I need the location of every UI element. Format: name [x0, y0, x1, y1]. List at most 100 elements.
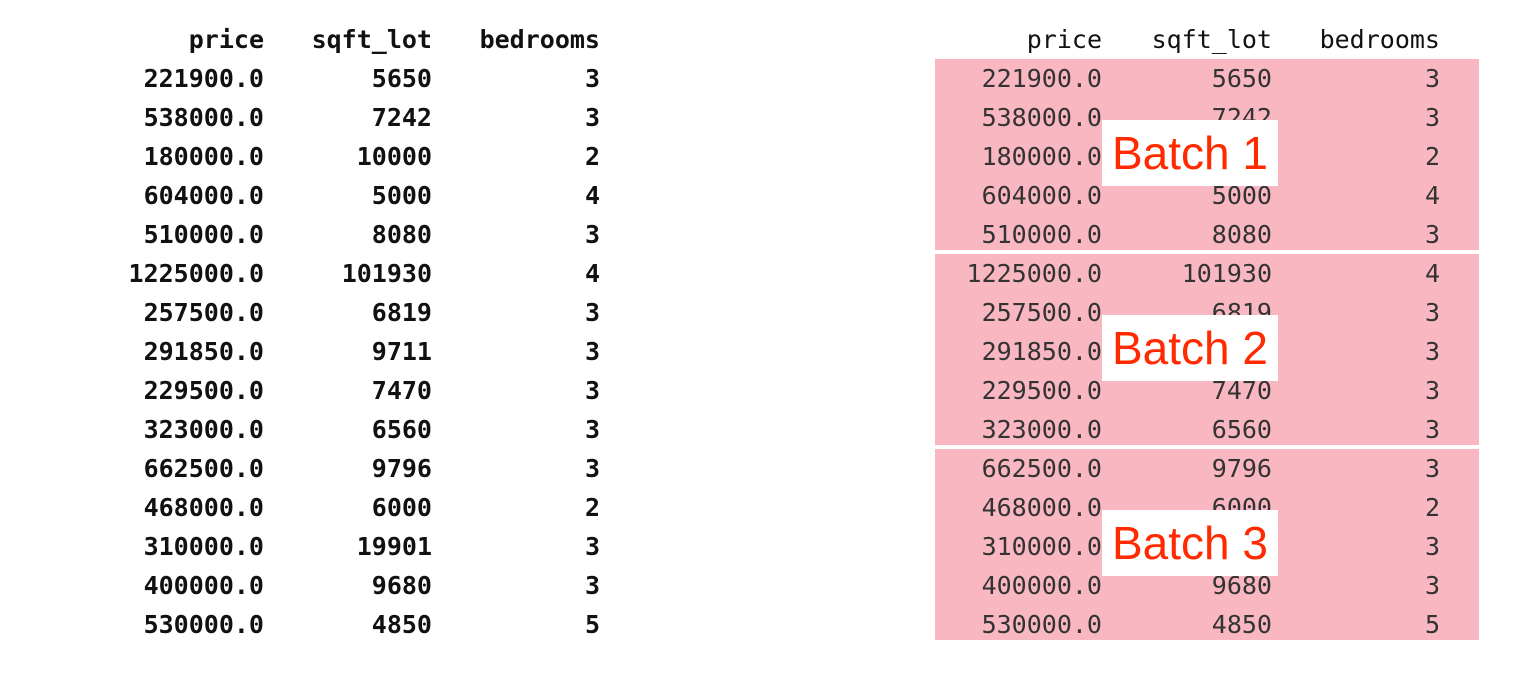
original-table: price sqft_lot bedrooms 221900.0 5650 3 538…	[100, 20, 600, 644]
cell-price: 530000.0	[981, 610, 1102, 639]
header-price: price	[188, 25, 264, 54]
cell-sqft-lot: 19901	[356, 532, 432, 561]
table-row: 662500.0 9796 3	[940, 449, 1440, 488]
cell-price: 510000.0	[981, 220, 1102, 249]
table-row: 510000.0 8080 3	[940, 215, 1440, 254]
batch-label: Batch 2	[1102, 314, 1278, 381]
table-row: 221900.0 5650 3	[100, 59, 600, 98]
cell-bedrooms: 3	[584, 337, 600, 366]
header-sqft-lot: sqft_lot	[311, 25, 432, 54]
cell-sqft-lot: 7242	[371, 103, 432, 132]
cell-price: 468000.0	[981, 493, 1102, 522]
cell-price: 180000.0	[981, 142, 1102, 171]
cell-price: 229500.0	[981, 376, 1102, 405]
cell-bedrooms: 3	[1424, 415, 1440, 444]
table-row: 1225000.0 101930 4	[940, 254, 1440, 293]
table-row: 510000.0 8080 3	[100, 215, 600, 254]
header-sqft-lot: sqft_lot	[1151, 25, 1272, 54]
cell-bedrooms: 2	[584, 493, 600, 522]
cell-price: 400000.0	[981, 571, 1102, 600]
cell-sqft-lot: 9796	[1211, 454, 1272, 483]
cell-sqft-lot: 4850	[1211, 610, 1272, 639]
cell-price: 323000.0	[143, 415, 264, 444]
cell-bedrooms: 3	[1424, 571, 1440, 600]
cell-price: 400000.0	[143, 571, 264, 600]
table-row: 323000.0 6560 3	[100, 410, 600, 449]
cell-bedrooms: 3	[1424, 532, 1440, 561]
cell-sqft-lot: 6560	[1211, 415, 1272, 444]
cell-bedrooms: 3	[584, 220, 600, 249]
cell-bedrooms: 3	[584, 571, 600, 600]
cell-sqft-lot: 101930	[1181, 259, 1272, 288]
cell-price: 221900.0	[143, 64, 264, 93]
cell-bedrooms: 3	[584, 454, 600, 483]
header-price: price	[1026, 25, 1102, 54]
cell-sqft-lot: 9711	[371, 337, 432, 366]
cell-sqft-lot: 5650	[371, 64, 432, 93]
cell-bedrooms: 3	[584, 298, 600, 327]
cell-bedrooms: 3	[1424, 220, 1440, 249]
table-row: 662500.0 9796 3	[100, 449, 600, 488]
cell-bedrooms: 3	[1424, 337, 1440, 366]
cell-price: 257500.0	[143, 298, 264, 327]
table-row: 604000.0 5000 4	[940, 176, 1440, 215]
cell-price: 310000.0	[981, 532, 1102, 561]
table-row: 229500.0 7470 3	[100, 371, 600, 410]
cell-sqft-lot: 9680	[371, 571, 432, 600]
cell-bedrooms: 3	[584, 532, 600, 561]
cell-bedrooms: 3	[584, 64, 600, 93]
table-header: price sqft_lot bedrooms	[940, 20, 1440, 59]
cell-bedrooms: 3	[584, 103, 600, 132]
cell-sqft-lot: 8080	[371, 220, 432, 249]
table-header: price sqft_lot bedrooms	[100, 20, 600, 59]
cell-price: 221900.0	[981, 64, 1102, 93]
table-row: 400000.0 9680 3	[940, 566, 1440, 605]
cell-price: 538000.0	[143, 103, 264, 132]
table-row: 291850.0 9711 3	[100, 332, 600, 371]
header-bedrooms: bedrooms	[479, 25, 600, 54]
cell-sqft-lot: 6819	[371, 298, 432, 327]
cell-sqft-lot: 9796	[371, 454, 432, 483]
cell-bedrooms: 4	[1424, 259, 1440, 288]
cell-sqft-lot: 10000	[356, 142, 432, 171]
cell-bedrooms: 2	[1424, 493, 1440, 522]
cell-bedrooms: 3	[584, 415, 600, 444]
cell-price: 229500.0	[143, 376, 264, 405]
table-row: 468000.0 6000 2	[100, 488, 600, 527]
cell-bedrooms: 4	[584, 181, 600, 210]
cell-price: 291850.0	[981, 337, 1102, 366]
cell-bedrooms: 4	[1424, 181, 1440, 210]
cell-bedrooms: 2	[1424, 142, 1440, 171]
cell-price: 1225000.0	[128, 259, 264, 288]
table-row: 221900.0 5650 3	[940, 59, 1440, 98]
cell-sqft-lot: 5650	[1211, 64, 1272, 93]
table-row: 323000.0 6560 3	[940, 410, 1440, 449]
cell-bedrooms: 3	[1424, 64, 1440, 93]
table-row: 180000.0 10000 2	[100, 137, 600, 176]
table-row: 310000.0 19901 3	[100, 527, 600, 566]
cell-bedrooms: 3	[1424, 454, 1440, 483]
cell-sqft-lot: 6000	[371, 493, 432, 522]
cell-price: 310000.0	[143, 532, 264, 561]
cell-price: 468000.0	[143, 493, 264, 522]
table-row: 530000.0 4850 5	[100, 605, 600, 644]
table-row: 229500.0 7470 3	[940, 371, 1440, 410]
table-row: 604000.0 5000 4	[100, 176, 600, 215]
batch-label: Batch 1	[1102, 119, 1278, 186]
table-row: 400000.0 9680 3	[100, 566, 600, 605]
cell-price: 510000.0	[143, 220, 264, 249]
table-row: 1225000.0 101930 4	[100, 254, 600, 293]
cell-price: 604000.0	[981, 181, 1102, 210]
cell-price: 662500.0	[981, 454, 1102, 483]
cell-sqft-lot: 5000	[371, 181, 432, 210]
table-row: 257500.0 6819 3	[940, 293, 1440, 332]
table-row: 530000.0 4850 5	[940, 605, 1440, 644]
cell-sqft-lot: 7470	[371, 376, 432, 405]
cell-price: 538000.0	[981, 103, 1102, 132]
batch-label: Batch 3	[1102, 509, 1278, 576]
cell-sqft-lot: 5000	[1211, 181, 1272, 210]
cell-sqft-lot: 7470	[1211, 376, 1272, 405]
cell-price: 530000.0	[143, 610, 264, 639]
cell-bedrooms: 3	[1424, 298, 1440, 327]
cell-bedrooms: 5	[1424, 610, 1440, 639]
